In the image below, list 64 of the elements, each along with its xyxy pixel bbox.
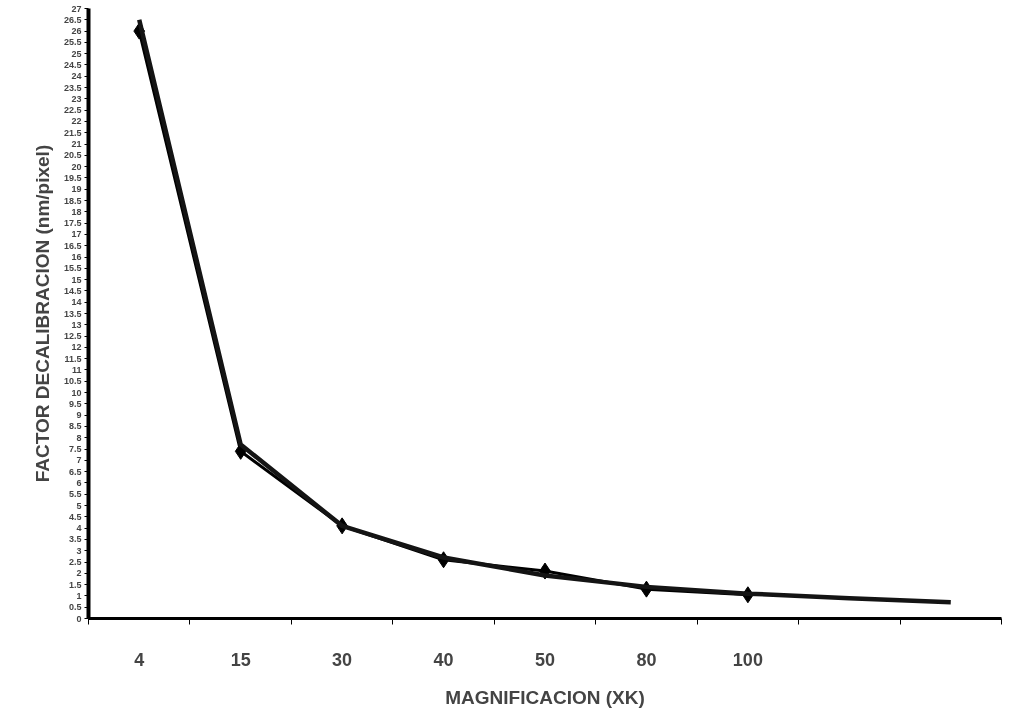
- y-tick-label: 13.5: [63, 308, 82, 319]
- y-tick-label: 1: [76, 590, 82, 601]
- y-tick-label: 25: [71, 48, 82, 59]
- y-tick-label: 14.5: [63, 285, 82, 296]
- y-tick-label: 4: [76, 523, 82, 534]
- x-axis-title: MAGNIFICACION (XK): [445, 686, 645, 708]
- x-tick-label: 40: [433, 649, 454, 670]
- y-tick-label: 16.5: [63, 240, 82, 251]
- y-tick-label: 5.5: [68, 489, 82, 500]
- y-tick-label: 18.5: [63, 195, 82, 206]
- y-tick-label: 15: [71, 274, 82, 285]
- y-tick-label: 12.5: [63, 331, 82, 342]
- y-tick-label: 9: [76, 410, 82, 421]
- y-tick-label: 20.5: [63, 150, 82, 161]
- y-tick-label: 21.5: [63, 127, 82, 138]
- y-tick-label: 7: [76, 455, 82, 466]
- y-axis-title: FACTOR DECALIBRACION (nm/pixel): [31, 144, 53, 483]
- y-tick-label: 6.5: [68, 466, 82, 477]
- y-tick-label: 26.5: [63, 14, 82, 25]
- y-tick-label: 5: [76, 500, 82, 511]
- y-tick-label: 27: [71, 3, 82, 14]
- y-tick-label: 15.5: [63, 263, 82, 274]
- y-tick-label: 8.5: [68, 421, 82, 432]
- y-tick-label: 25.5: [63, 37, 82, 48]
- y-tick-label: 23.5: [63, 82, 82, 93]
- y-tick-label: 7.5: [68, 444, 82, 455]
- y-tick-label: 20: [71, 161, 82, 172]
- y-tick-label: 3.5: [68, 534, 82, 545]
- y-tick-label: 14: [71, 297, 82, 308]
- y-tick-label: 17: [71, 229, 82, 240]
- y-tick-label: 9.5: [68, 398, 82, 409]
- y-tick-label: 1.5: [68, 579, 82, 590]
- x-tick-label: 50: [534, 649, 556, 670]
- y-tick-label: 13: [71, 319, 82, 330]
- y-tick-label: 23: [71, 93, 82, 104]
- y-tick-label: 12: [71, 342, 82, 353]
- y-tick-label: 4.5: [68, 511, 82, 522]
- y-tick-label: 6: [76, 477, 82, 488]
- y-tick-label: 22: [71, 116, 82, 127]
- x-tick-label: 100: [732, 649, 763, 670]
- y-tick-label: 21: [71, 139, 82, 150]
- y-tick-label: 19.5: [63, 172, 82, 183]
- y-tick-label: 16: [71, 252, 82, 263]
- x-tick-label: 15: [230, 649, 251, 670]
- y-tick-label: 0.5: [68, 602, 82, 613]
- y-tick-label: 11.5: [64, 353, 82, 364]
- y-tick-label: 22.5: [63, 105, 82, 116]
- y-tick-label: 2: [76, 568, 82, 579]
- x-tick-label: 80: [636, 649, 657, 670]
- y-tick-label: 2.5: [68, 557, 82, 568]
- y-tick-label: 0: [76, 613, 82, 624]
- x-tick-label: 4: [134, 649, 145, 670]
- y-tick-label: 26: [71, 26, 82, 37]
- y-tick-label: 8: [76, 432, 82, 443]
- y-tick-label: 17.5: [63, 218, 82, 229]
- y-tick-label: 10: [71, 387, 82, 398]
- y-tick-label: 18: [71, 206, 82, 217]
- y-tick-label: 3: [76, 545, 82, 556]
- x-tick-label: 30: [332, 649, 353, 670]
- y-tick-label: 19: [71, 184, 82, 195]
- y-tick-label: 24: [71, 71, 82, 82]
- y-tick-label: 11: [71, 364, 82, 375]
- y-tick-label: 24.5: [63, 59, 82, 70]
- y-tick-label: 10.5: [63, 376, 82, 387]
